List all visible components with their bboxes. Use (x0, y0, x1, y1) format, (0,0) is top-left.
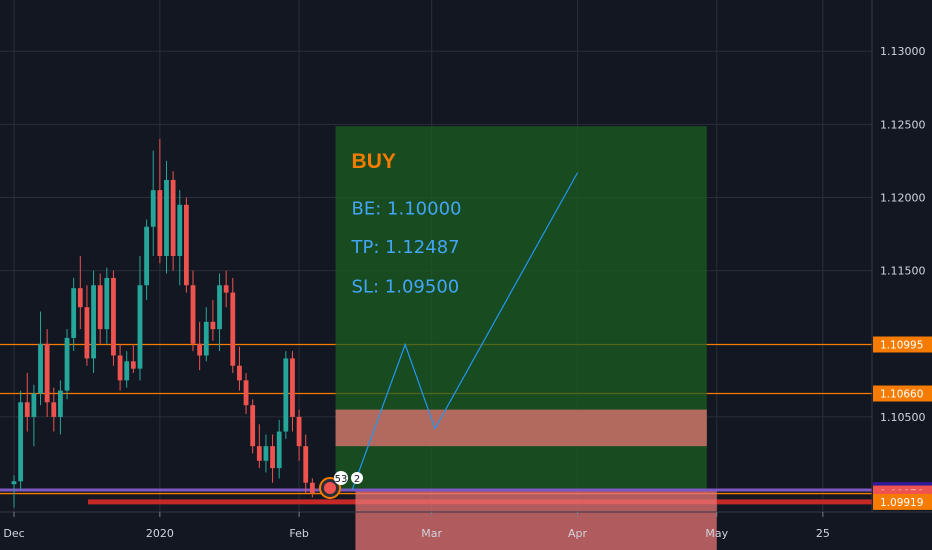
x-tick-label: Feb (289, 527, 308, 540)
us-flag-icon (324, 482, 336, 494)
candle-body[interactable] (111, 277, 116, 356)
event-badge-b[interactable] (351, 472, 363, 484)
y-tick-label: 1.13000 (880, 45, 926, 58)
candle-body[interactable] (150, 190, 156, 227)
candle-body[interactable] (177, 204, 183, 256)
candle-body[interactable] (309, 482, 315, 493)
candle-body[interactable] (303, 446, 309, 483)
candle-body[interactable] (290, 358, 295, 417)
candle-body[interactable] (44, 343, 50, 403)
candle-body[interactable] (164, 179, 169, 256)
price-tag (873, 493, 932, 510)
loss-zone[interactable] (355, 490, 717, 550)
y-tick-label: 1.12000 (880, 191, 926, 204)
candle-body[interactable] (170, 179, 176, 256)
long-position-tool[interactable]: BUY BE: 1.10000 TP: 1.12487 SL: 1.09500 (0, 126, 872, 550)
price-axis[interactable]: 1.13000 1.12500 1.12000 1.11500 1.10500 (880, 45, 926, 424)
candles[interactable] (11, 138, 315, 508)
candle-body[interactable] (51, 402, 57, 417)
y-tick-label: 1.12500 (880, 118, 926, 131)
candle-body[interactable] (117, 355, 123, 381)
x-tick-label: Mar (421, 527, 442, 540)
price-tag (873, 385, 932, 402)
candle-body[interactable] (24, 402, 30, 417)
price-tag-label: 1.09919 (880, 497, 923, 509)
x-tick-label: May (705, 527, 728, 540)
candle-body[interactable] (190, 285, 196, 344)
x-tick-label: 25 (816, 527, 830, 540)
candle-body[interactable] (256, 446, 262, 461)
event-badge-b-count: 2 (354, 474, 360, 485)
candle-body[interactable] (97, 285, 103, 330)
candle-body[interactable] (230, 292, 236, 366)
candle-body[interactable] (197, 343, 203, 356)
candle-body[interactable] (217, 285, 222, 330)
time-axis[interactable]: Dec 2020 Feb Mar Apr May 25 (3, 512, 830, 540)
take-profit-label: TP: 1.12487 (351, 237, 460, 258)
candle-body[interactable] (137, 285, 143, 369)
stop-loss-label: SL: 1.09500 (352, 276, 460, 297)
candle-body[interactable] (11, 481, 17, 485)
candle-body[interactable] (58, 390, 63, 417)
candle-body[interactable] (183, 204, 189, 286)
candle-body[interactable] (18, 402, 24, 482)
price-tag-label: 1.10995 (880, 340, 923, 352)
candle-body[interactable] (283, 358, 289, 432)
candle-body[interactable] (157, 190, 163, 256)
projected-path-line[interactable] (351, 172, 579, 491)
y-tick-label: 1.10500 (880, 411, 926, 424)
candle-body[interactable] (130, 361, 136, 369)
economic-events[interactable]: 53 2 (319, 471, 363, 499)
buy-zone-band[interactable] (335, 409, 707, 447)
candle-body[interactable] (243, 380, 249, 406)
candle-body[interactable] (296, 416, 302, 447)
x-tick-label: Dec (3, 527, 24, 540)
y-tick-label: 1.11500 (880, 265, 926, 278)
candle-body[interactable] (91, 285, 96, 359)
event-badge-a[interactable] (334, 471, 348, 485)
candle-body[interactable] (124, 361, 130, 381)
candle-body[interactable] (263, 446, 269, 461)
candle-body[interactable] (237, 365, 242, 381)
x-tick-label: Apr (568, 527, 588, 540)
price-tag (873, 336, 932, 353)
event-badge-a-count: 53 (335, 474, 348, 485)
candle-body[interactable] (31, 393, 37, 417)
breakeven-label: BE: 1.10000 (352, 199, 462, 220)
candle-body[interactable] (38, 343, 43, 394)
candle-body[interactable] (270, 446, 275, 469)
candle-body[interactable] (210, 321, 216, 330)
candle-body[interactable] (276, 431, 282, 469)
candle-body[interactable] (71, 288, 77, 338)
x-tick-label: 2020 (146, 527, 174, 540)
candle-body[interactable] (104, 277, 110, 330)
candle-body[interactable] (144, 226, 149, 286)
candle-body[interactable] (64, 337, 70, 391)
candle-body[interactable] (223, 285, 229, 293)
candle-body[interactable] (203, 321, 209, 356)
price-tags: 1.109951.106601.100001.0997618:12:401.09… (873, 336, 932, 510)
candle-body[interactable] (250, 405, 256, 447)
candle-body[interactable] (77, 288, 83, 308)
buy-label: BUY (352, 150, 396, 173)
candle-body[interactable] (84, 307, 90, 359)
price-tag-label: 1.10660 (880, 389, 923, 401)
